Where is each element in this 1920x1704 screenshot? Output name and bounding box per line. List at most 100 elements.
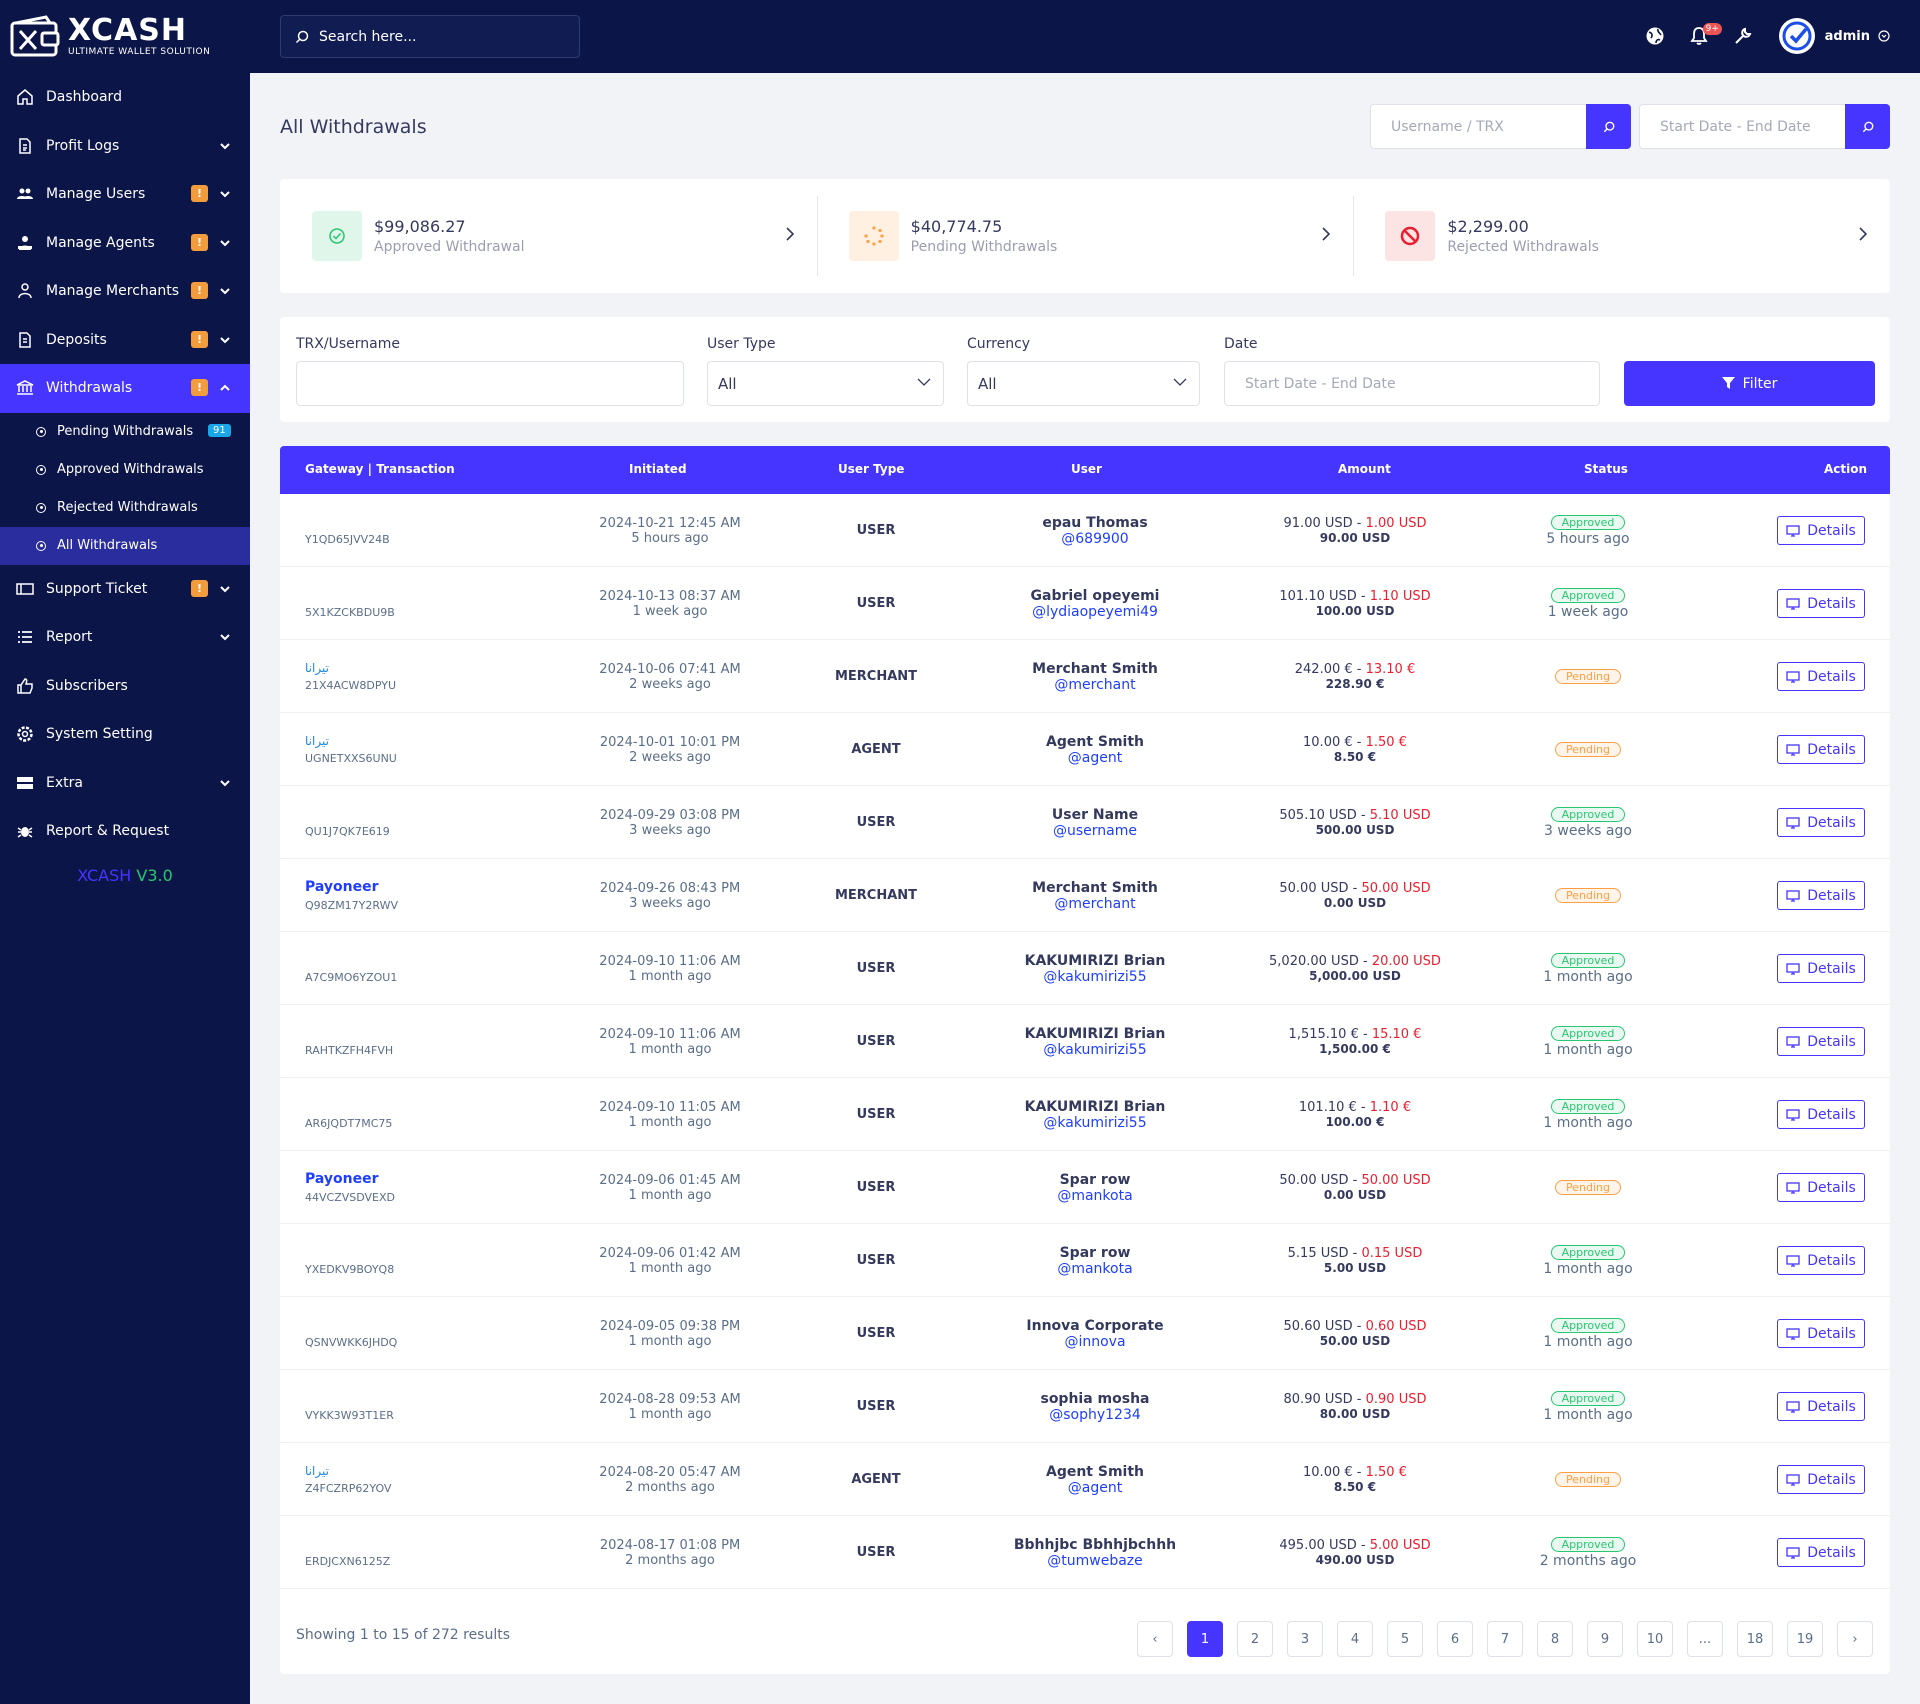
notification-button[interactable]: 9+ xyxy=(1677,23,1722,46)
user-handle-link[interactable]: @mankota xyxy=(1057,1187,1133,1204)
trx-filter-input[interactable] xyxy=(296,361,684,406)
sidebar-item-profit-logs[interactable]: Profit Logs xyxy=(0,122,250,171)
status-badge: Approved xyxy=(1550,1536,1626,1552)
ban-icon xyxy=(1385,211,1436,261)
sidebar-item-extra[interactable]: Extra xyxy=(0,759,250,808)
details-button[interactable]: Details xyxy=(1777,589,1865,618)
sidebar-item-manage-merchants[interactable]: Manage Merchants! xyxy=(0,267,250,316)
gateway-name[interactable]: Payoneer xyxy=(305,1171,379,1187)
sidebar-item-subscribers[interactable]: Subscribers xyxy=(0,662,250,711)
sidebar-sub-rejected-withdrawals[interactable]: Rejected Withdrawals xyxy=(0,489,250,527)
filter-button[interactable]: Filter xyxy=(1624,361,1875,406)
alert-badge: ! xyxy=(191,233,208,251)
user-handle-link[interactable]: @merchant xyxy=(1054,895,1136,912)
user-type-cell: USER xyxy=(856,1253,896,1268)
user-handle-link[interactable]: @innova xyxy=(1064,1333,1126,1350)
sidebar-sub-approved-withdrawals[interactable]: Approved Withdrawals xyxy=(0,451,250,489)
pagination-page-3[interactable]: 3 xyxy=(1287,1621,1323,1657)
details-button[interactable]: Details xyxy=(1777,881,1865,910)
user-handle-link[interactable]: @agent xyxy=(1067,749,1123,766)
pagination-prev-button[interactable]: ‹ xyxy=(1137,1621,1173,1657)
settings-wrench-button[interactable] xyxy=(1721,26,1765,46)
sidebar-item-dashboard[interactable]: Dashboard xyxy=(0,73,250,122)
trx-id: YXEDKV9BOYQ8 xyxy=(305,1263,395,1276)
stat-rejected[interactable]: $2,299.00 Rejected Withdrawals xyxy=(1353,179,1890,293)
details-button[interactable]: Details xyxy=(1777,516,1865,545)
language-button[interactable] xyxy=(1633,26,1677,46)
amount-value: 91.00 USD xyxy=(1283,516,1353,531)
sidebar-sub-pending-withdrawals[interactable]: Pending Withdrawals 91 xyxy=(0,413,250,451)
user-handle-link[interactable]: @username xyxy=(1053,822,1137,839)
user-handle-link[interactable]: @mankota xyxy=(1057,1260,1133,1277)
pagination-page-1[interactable]: 1 xyxy=(1187,1621,1223,1657)
currency-select[interactable]: All xyxy=(967,361,1200,406)
pagination-next-button[interactable]: › xyxy=(1837,1621,1873,1657)
user-handle-link[interactable]: @merchant xyxy=(1054,676,1136,693)
details-button[interactable]: Details xyxy=(1777,1392,1865,1421)
fee-value: 1.00 USD xyxy=(1365,516,1427,531)
sidebar-item-support-ticket[interactable]: Support Ticket! xyxy=(0,565,250,614)
global-search-input[interactable]: Search here... xyxy=(280,15,580,58)
user-handle-link[interactable]: @kakumirizi55 xyxy=(1043,1114,1147,1131)
pagination-page-18[interactable]: 18 xyxy=(1737,1621,1773,1657)
pagination-page-8[interactable]: 8 xyxy=(1537,1621,1573,1657)
brand-logo[interactable]: XCASH ULTIMATE WALLET SOLUTION xyxy=(0,0,250,73)
desktop-icon xyxy=(1786,1108,1800,1121)
details-button[interactable]: Details xyxy=(1777,735,1865,764)
table-row: A7C9MO6YZOU1 2024-09-10 11:06 AM 1 month a… xyxy=(280,932,1890,1005)
pagination-page-6[interactable]: 6 xyxy=(1437,1621,1473,1657)
pagination-page-7[interactable]: 7 xyxy=(1487,1621,1523,1657)
trx-search-button[interactable] xyxy=(1586,104,1631,149)
details-button[interactable]: Details xyxy=(1777,1100,1865,1129)
pagination-page-9[interactable]: 9 xyxy=(1587,1621,1623,1657)
net-amount: 100.00 USD xyxy=(1315,604,1395,618)
pagination-page-19[interactable]: 19 xyxy=(1787,1621,1823,1657)
user-handle-link[interactable]: @689900 xyxy=(1061,530,1129,547)
circle-dot-icon xyxy=(36,464,46,475)
user-handle-link[interactable]: @lydiaopeyemi49 xyxy=(1032,603,1158,620)
user-type-cell: USER xyxy=(856,1180,896,1195)
sidebar-item-report-request[interactable]: Report & Request xyxy=(0,807,250,856)
date-filter-input[interactable]: Start Date - End Date xyxy=(1224,361,1600,406)
details-button[interactable]: Details xyxy=(1777,954,1865,983)
pagination-page-4[interactable]: 4 xyxy=(1337,1621,1373,1657)
stat-pending[interactable]: $40,774.75 Pending Withdrawals xyxy=(816,179,1354,293)
sidebar-item-report[interactable]: Report xyxy=(0,613,250,662)
status-badge: Approved xyxy=(1550,1317,1626,1333)
pagination-page-2[interactable]: 2 xyxy=(1237,1621,1273,1657)
status-cell: Approved 2 months ago xyxy=(1498,1516,1678,1589)
user-handle-link[interactable]: @agent xyxy=(1067,1479,1123,1496)
sidebar-item-withdrawals[interactable]: Withdrawals! xyxy=(0,364,250,413)
sidebar-item-system-setting[interactable]: System Setting xyxy=(0,710,250,759)
amount-cell: 50.00 USD - 50.00 USD 0.00 USD xyxy=(1240,859,1470,932)
user-handle-link[interactable]: @kakumirizi55 xyxy=(1043,968,1147,985)
details-button[interactable]: Details xyxy=(1777,1027,1865,1056)
pagination-page-5[interactable]: 5 xyxy=(1387,1621,1423,1657)
user-type-select[interactable]: All xyxy=(707,361,944,406)
trx-search-input[interactable]: Username / TRX xyxy=(1370,104,1586,149)
details-button[interactable]: Details xyxy=(1777,808,1865,837)
pagination-page-10[interactable]: 10 xyxy=(1637,1621,1673,1657)
sidebar-item-manage-users[interactable]: Manage Users! xyxy=(0,170,250,219)
details-button[interactable]: Details xyxy=(1777,1465,1865,1494)
details-button[interactable]: Details xyxy=(1777,1538,1865,1567)
admin-menu[interactable]: admin xyxy=(1778,18,1890,54)
sidebar-item-manage-agents[interactable]: Manage Agents! xyxy=(0,219,250,268)
sidebar-item-label: Manage Agents xyxy=(46,234,155,251)
sidebar-sub-all-withdrawals[interactable]: All Withdrawals xyxy=(0,526,250,565)
stat-approved[interactable]: $99,086.27 Approved Withdrawal xyxy=(280,179,817,293)
details-button[interactable]: Details xyxy=(1777,1173,1865,1202)
details-button[interactable]: Details xyxy=(1777,1319,1865,1348)
date-search-button[interactable] xyxy=(1845,104,1890,149)
user-handle-link[interactable]: @sophy1234 xyxy=(1049,1406,1141,1423)
details-button[interactable]: Details xyxy=(1777,1246,1865,1275)
globe-icon xyxy=(1646,27,1664,45)
user-handle-link[interactable]: @kakumirizi55 xyxy=(1043,1041,1147,1058)
details-button[interactable]: Details xyxy=(1777,662,1865,691)
stat-approved-value: $99,086.27 xyxy=(374,217,466,236)
user-fullname: Agent Smith xyxy=(1045,733,1144,750)
gateway-name[interactable]: Payoneer xyxy=(305,879,379,895)
user-handle-link[interactable]: @tumwebaze xyxy=(1047,1552,1143,1569)
sidebar-item-deposits[interactable]: Deposits! xyxy=(0,316,250,365)
date-range-input[interactable]: Start Date - End Date xyxy=(1639,104,1845,149)
